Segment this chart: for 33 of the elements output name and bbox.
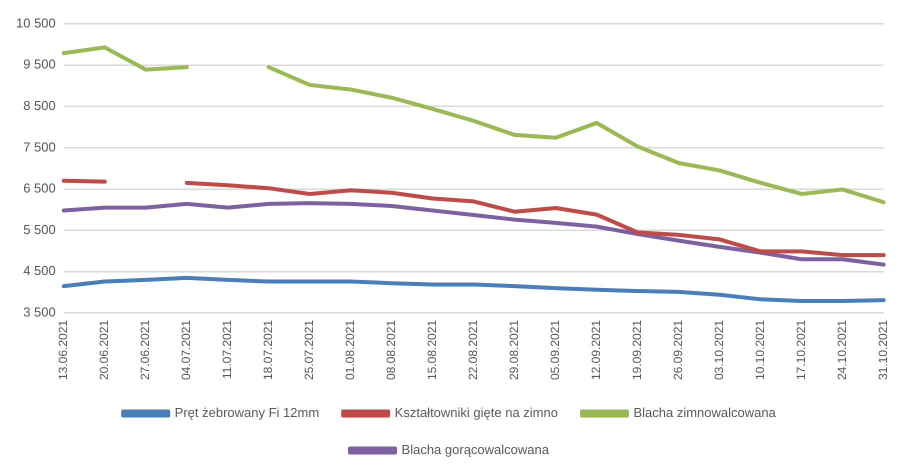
x-tick-label: 19.09.2021 bbox=[630, 320, 644, 380]
x-tick-label: 31.10.2021 bbox=[876, 320, 890, 380]
y-tick-label: 4 500 bbox=[23, 263, 56, 278]
x-tick-label: 26.09.2021 bbox=[670, 320, 685, 380]
x-tick-label: 12.09.2021 bbox=[588, 320, 603, 380]
legend-label: Blacha gorącowalcowana bbox=[402, 442, 550, 458]
legend-label: Blacha zimnowalcowana bbox=[633, 405, 777, 420]
x-tick-label: 24.10.2021 bbox=[834, 320, 849, 380]
x-tick-label: 13.06.2021 bbox=[56, 320, 70, 380]
x-tick-label: 20.06.2021 bbox=[97, 320, 112, 380]
x-tick-label: 27.06.2021 bbox=[138, 320, 152, 380]
x-tick-label: 11.07.2021 bbox=[220, 320, 234, 380]
y-tick-label: 10 500 bbox=[16, 15, 56, 30]
x-tick-label: 10.10.2021 bbox=[752, 320, 767, 380]
x-tick-label: 17.10.2021 bbox=[794, 320, 808, 380]
x-tick-label: 05.09.2021 bbox=[548, 320, 562, 380]
y-tick-label: 3 500 bbox=[23, 304, 56, 320]
y-tick-label: 8 500 bbox=[23, 98, 56, 113]
x-tick-label: 18.07.2021 bbox=[261, 320, 276, 380]
x-tick-label: 04.07.2021 bbox=[179, 320, 194, 380]
x-tick-label: 22.08.2021 bbox=[466, 320, 480, 380]
y-tick-label: 6 500 bbox=[23, 180, 56, 196]
x-tick-label: 29.08.2021 bbox=[506, 320, 521, 380]
legend-label: Pręt żebrowany Fi 12mm bbox=[174, 405, 320, 420]
legend-label: Kształtowniki gięte na zimno bbox=[394, 405, 558, 420]
x-tick-label: 01.08.2021 bbox=[343, 320, 358, 380]
x-tick-label: 15.08.2021 bbox=[425, 320, 439, 380]
y-tick-label: 5 500 bbox=[23, 222, 56, 237]
x-tick-label: 08.08.2021 bbox=[384, 320, 398, 380]
x-tick-label: 03.10.2021 bbox=[712, 320, 726, 380]
y-tick-label: 9 500 bbox=[23, 56, 56, 72]
x-tick-label: 25.07.2021 bbox=[302, 320, 316, 380]
y-tick-label: 7 500 bbox=[23, 139, 56, 154]
